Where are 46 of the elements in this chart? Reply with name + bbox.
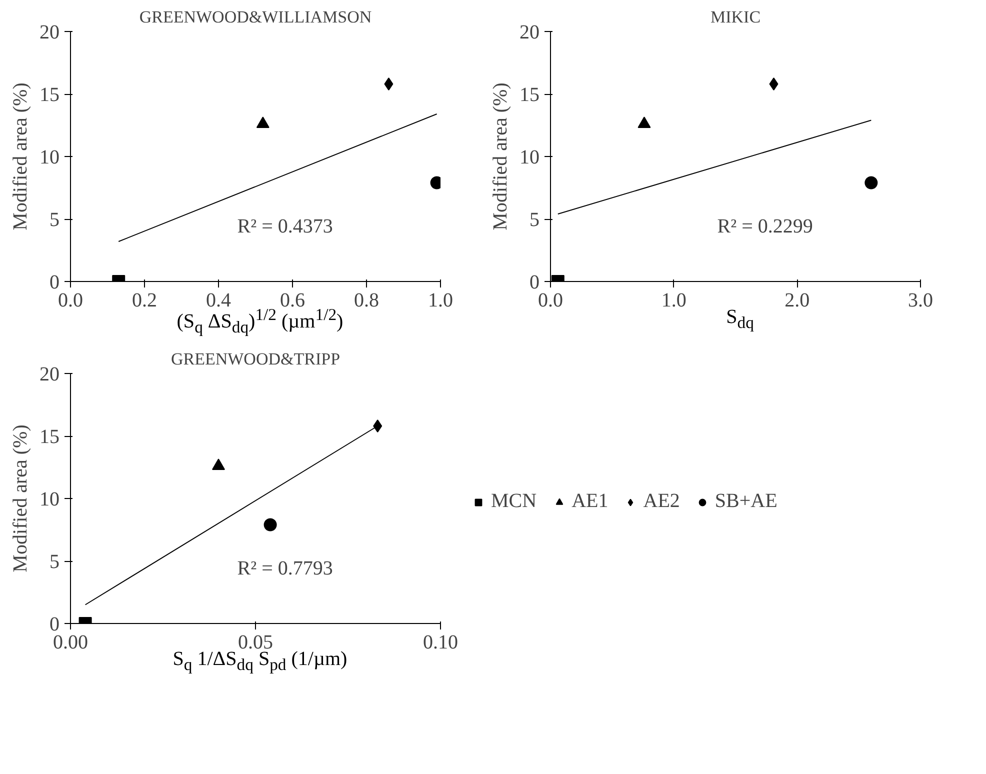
- y-tick-label: 10: [40, 488, 60, 510]
- y-axis-title: Modified area (%): [10, 82, 32, 230]
- y-tick-label: 10: [520, 146, 540, 168]
- chart-title: MIKIC: [710, 8, 761, 26]
- y-tick-label: 20: [40, 364, 60, 386]
- legend-label: AE2: [643, 490, 680, 513]
- annotation: R² = 0.2299: [717, 216, 813, 238]
- x-tick-label: 1.0: [661, 290, 686, 312]
- legend-label: MCN: [491, 490, 537, 513]
- y-axis-title: Modified area (%): [10, 424, 32, 572]
- y-tick-label: 10: [40, 146, 60, 168]
- x-axis-title: S$_{dq}$: [726, 306, 754, 332]
- y-axis-title: Modified area (%): [490, 82, 512, 230]
- y-tick-label: 5: [50, 209, 60, 231]
- point: [212, 458, 225, 470]
- point: [638, 116, 651, 128]
- y-tick-label: 20: [520, 22, 540, 44]
- x-tick-label: 0.0: [58, 290, 83, 312]
- y-tick-label: 0: [50, 272, 60, 294]
- y-tick-label: 5: [530, 209, 540, 231]
- x-tick-label: 0.4: [206, 290, 231, 312]
- point: [384, 78, 394, 90]
- y-tick-label: 5: [50, 551, 60, 573]
- point: [373, 420, 382, 432]
- x-tick-label: 2.0: [784, 290, 810, 312]
- x-tick-label: 0.6: [280, 290, 305, 312]
- chart-title: GREENWOOD&TRIPP: [170, 350, 340, 368]
- x-tick-label: 0.2: [132, 290, 157, 312]
- point: [769, 78, 778, 90]
- x-tick-label: 3.0: [908, 290, 933, 312]
- legend-label: SB+AE: [714, 490, 778, 513]
- y-tick-label: 0: [530, 272, 540, 294]
- y-tick-label: 20: [40, 22, 60, 44]
- y-tick-label: 15: [40, 84, 60, 106]
- x-tick-label: 0.10: [423, 632, 458, 654]
- y-tick-label: 15: [40, 426, 60, 448]
- chart-title: GREENWOOD&WILLIAMSON: [139, 8, 372, 26]
- y-tick-label: 15: [520, 84, 540, 106]
- point: [256, 116, 270, 128]
- x-axis-title: S$_{q}$ 1/ΔS$_{dq}$ S$_{pd}$ (1/µm): [172, 648, 348, 674]
- annotation: R² = 0.4373: [237, 216, 333, 238]
- x-tick-label: 0.8: [354, 290, 379, 312]
- annotation: R² = 0.7793: [237, 558, 333, 580]
- x-tick-label: 0.0: [538, 290, 563, 312]
- legend-label: AE1: [572, 490, 608, 513]
- x-tick-label: 1.0: [428, 290, 453, 312]
